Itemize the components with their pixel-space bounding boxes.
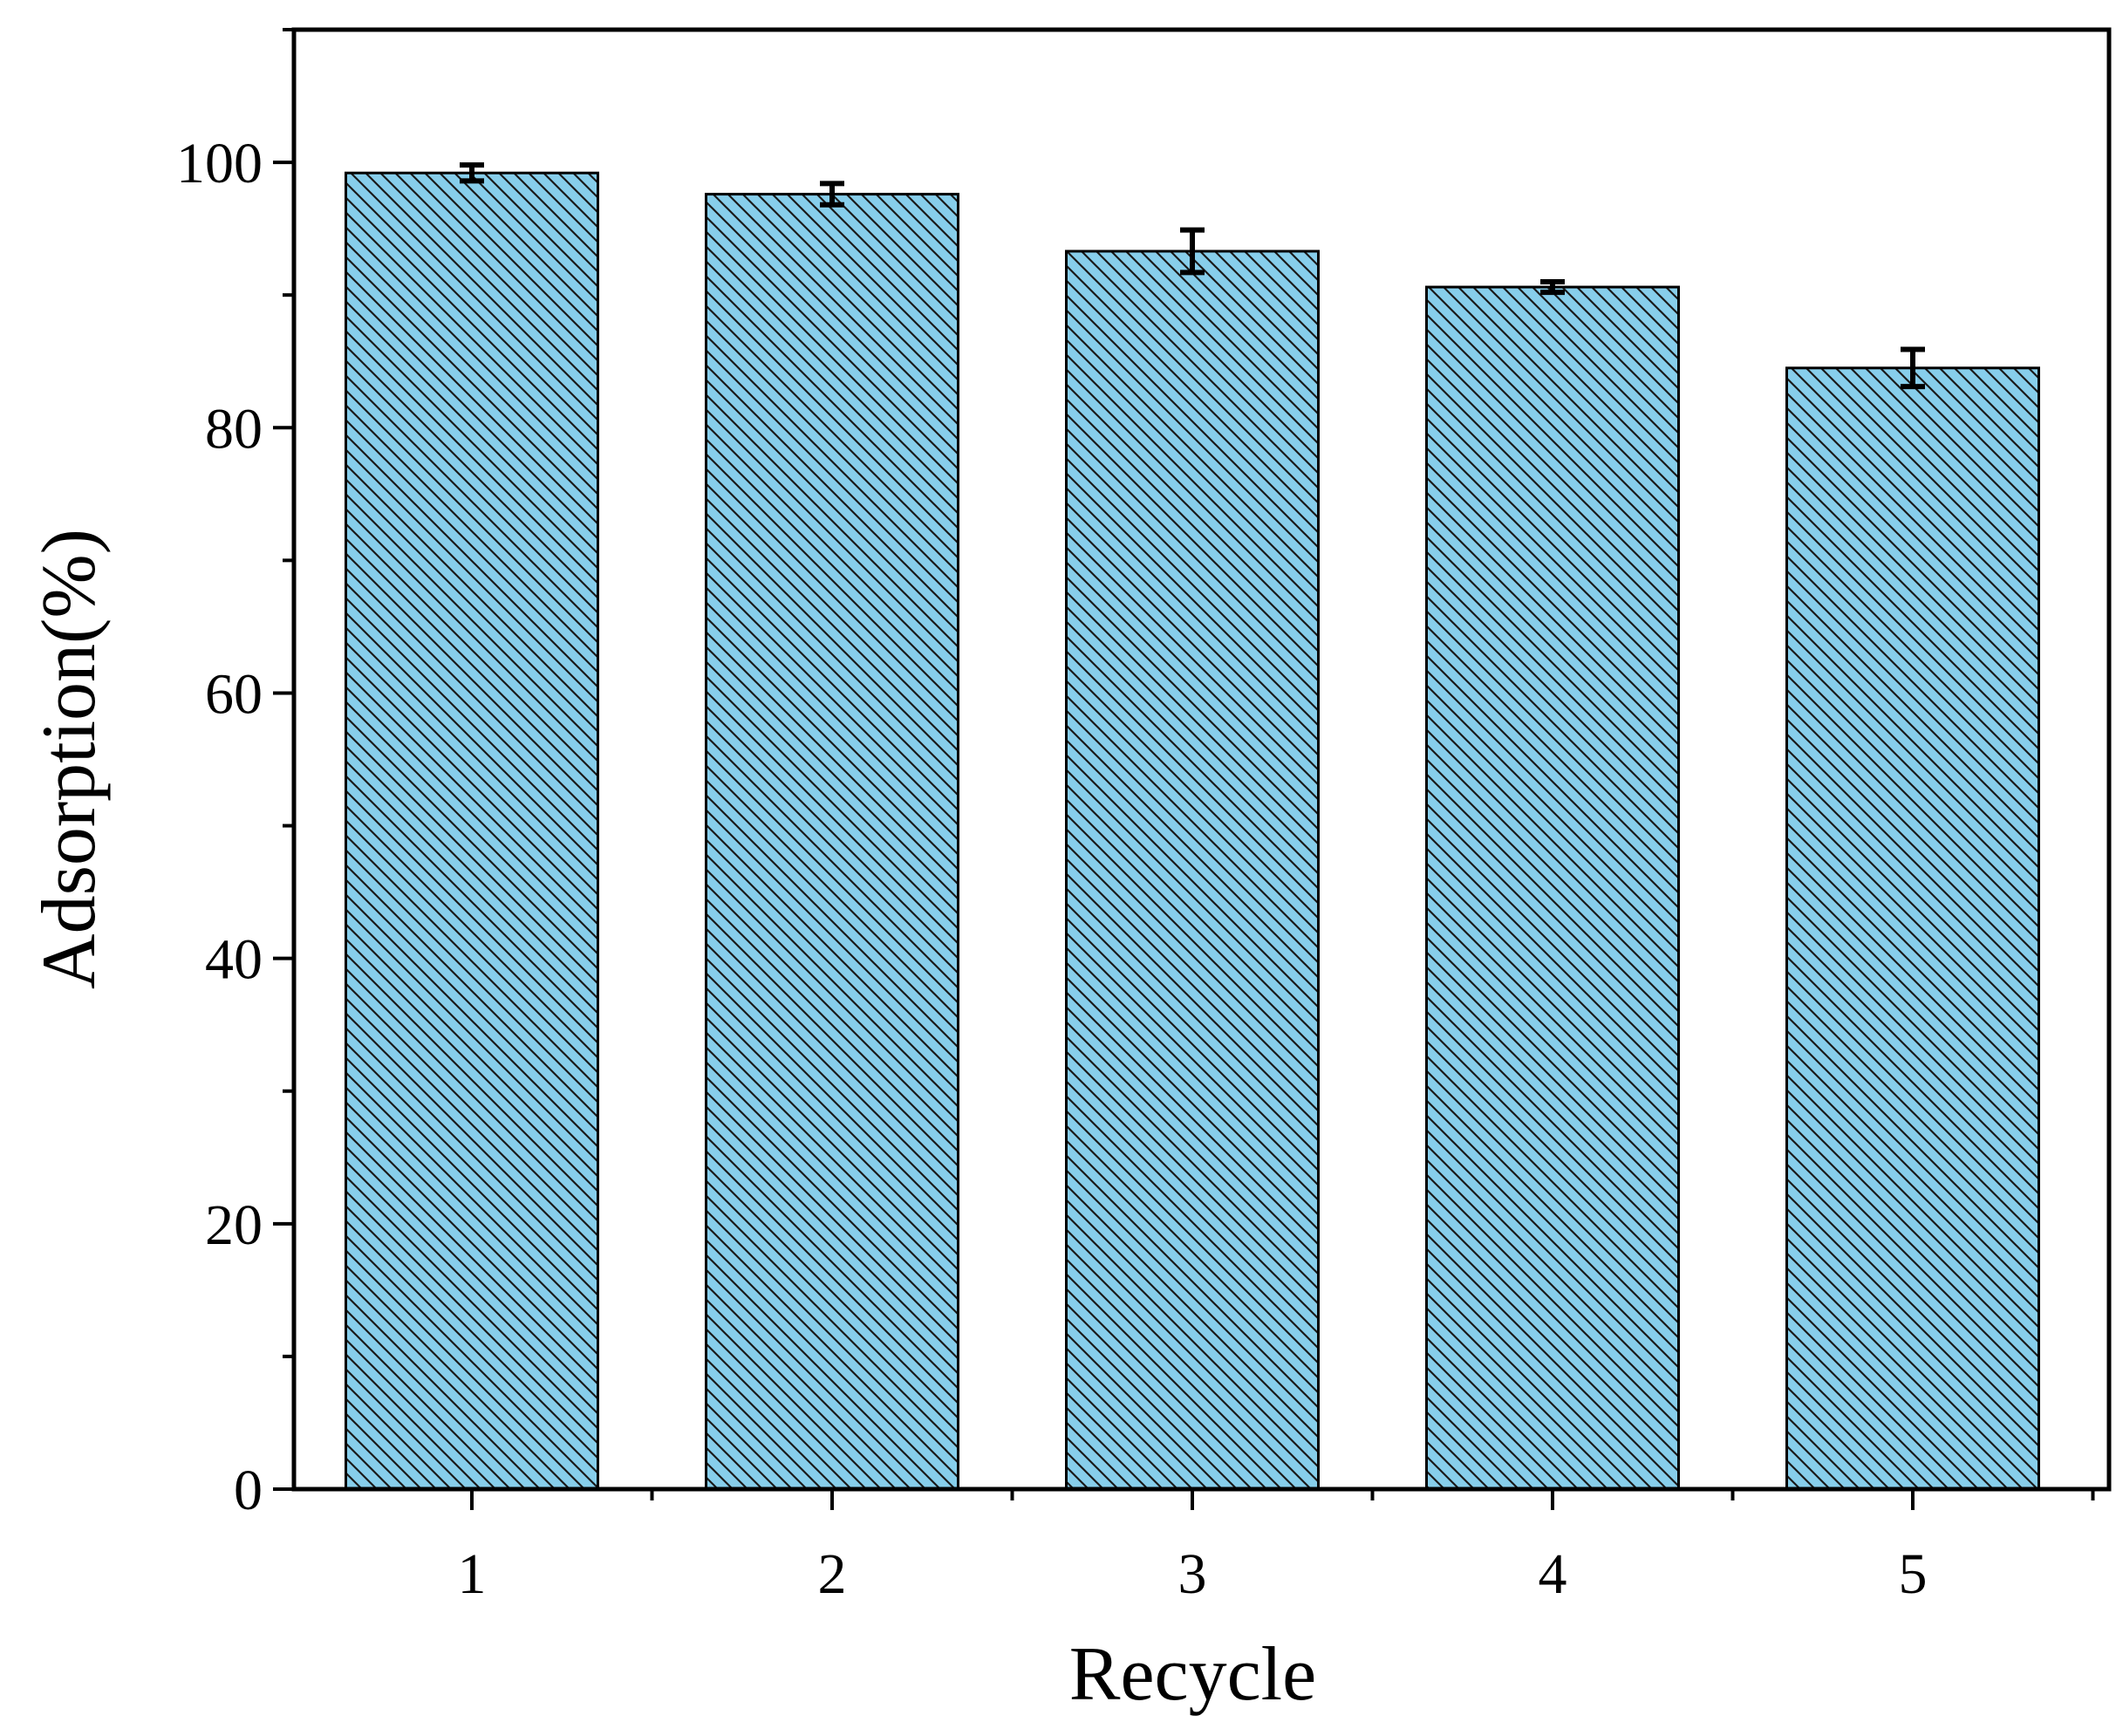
x-tick-label: 2 — [818, 1542, 847, 1606]
y-tick-label: 40 — [205, 928, 263, 992]
bar-5 — [1785, 366, 2040, 1491]
y-tick-label: 20 — [205, 1193, 263, 1257]
bar-3 — [1065, 249, 1320, 1491]
x-axis-title: Recycle — [1069, 1632, 1316, 1717]
y-tick-label: 100 — [176, 132, 263, 195]
y-tick-label: 80 — [205, 397, 263, 461]
x-tick-label: 5 — [1899, 1542, 1928, 1606]
bars-layer — [345, 171, 2040, 1491]
y-axis: 0 20 40 60 80 100 — [176, 28, 294, 1522]
plot-frame — [291, 27, 2112, 1492]
error-bar-2 — [820, 181, 844, 208]
error-bars-layer — [460, 162, 1925, 390]
y-tick-label: 0 — [234, 1459, 263, 1522]
y-tick-label: 60 — [205, 662, 263, 726]
x-axis: 1 2 3 4 5 — [458, 1489, 2095, 1606]
x-tick-label: 4 — [1539, 1542, 1567, 1606]
bar-4 — [1425, 285, 1680, 1491]
bar-2 — [705, 193, 959, 1491]
y-axis-title: Adsorption(%) — [27, 529, 112, 989]
bar-1 — [345, 171, 599, 1491]
error-bar-5 — [1901, 346, 1925, 390]
error-bar-3 — [1180, 227, 1205, 276]
x-tick-label: 3 — [1178, 1542, 1207, 1606]
error-bar-4 — [1540, 278, 1565, 296]
x-tick-label: 1 — [458, 1542, 487, 1606]
error-bar-1 — [460, 162, 484, 184]
